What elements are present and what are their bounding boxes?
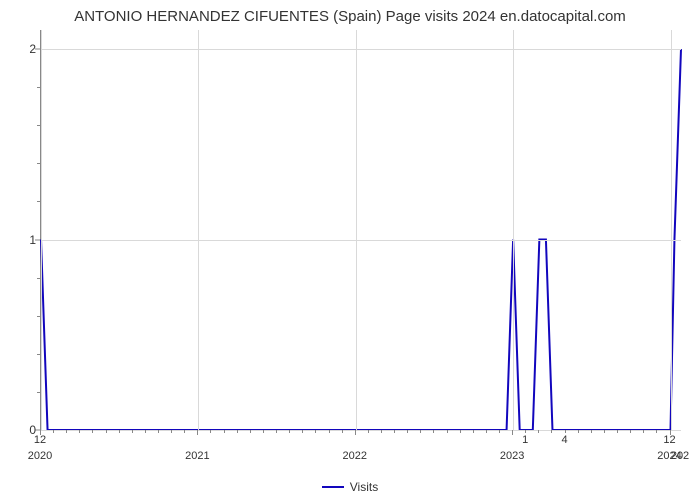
xtick-year-label: 2020: [28, 450, 52, 462]
ytick-label: 2: [16, 42, 36, 56]
ytick-minor: [37, 87, 40, 88]
xtick-minor: [342, 430, 343, 433]
xtick-minor: [447, 430, 448, 433]
xtick-minor: [224, 430, 225, 433]
gridline-v: [41, 30, 42, 430]
gridline-v: [356, 30, 357, 430]
xtick-minor: [433, 430, 434, 433]
xtick-minor: [525, 430, 526, 433]
xtick-minor: [158, 430, 159, 433]
xtick-minor: [538, 430, 539, 433]
xtick-minor: [420, 430, 421, 433]
xtick-minor: [578, 430, 579, 433]
xtick-minor: [53, 430, 54, 433]
xtick-year-label: 2021: [185, 450, 209, 462]
xtick-minor: [250, 430, 251, 433]
legend-label: Visits: [350, 480, 378, 494]
xtick-minor: [315, 430, 316, 433]
xtick-value-label: 12: [663, 434, 675, 446]
gridline-v: [513, 30, 514, 430]
gridline-v: [198, 30, 199, 430]
xtick-value-label: 1: [522, 434, 528, 446]
xtick-minor: [591, 430, 592, 433]
xtick-minor: [643, 430, 644, 433]
xtick-mark: [512, 430, 513, 435]
gridline-h: [41, 240, 681, 241]
ytick-minor: [37, 354, 40, 355]
plot-area: [40, 30, 681, 431]
xtick-minor: [106, 430, 107, 433]
gridline-h: [41, 430, 681, 431]
chart-container: ANTONIO HERNANDEZ CIFUENTES (Spain) Page…: [0, 0, 700, 500]
gridline-h: [41, 49, 681, 50]
xtick-minor: [302, 430, 303, 433]
gridline-v: [671, 30, 672, 430]
xtick-minor: [66, 430, 67, 433]
ytick-minor: [37, 201, 40, 202]
xtick-minor: [329, 430, 330, 433]
ytick-minor: [37, 163, 40, 164]
ytick-minor: [37, 316, 40, 317]
xtick-minor: [79, 430, 80, 433]
xtick-minor: [184, 430, 185, 433]
ytick-minor: [37, 125, 40, 126]
ytick-minor: [37, 392, 40, 393]
line-series: [41, 30, 681, 430]
xtick-mark: [197, 430, 198, 435]
xtick-minor: [237, 430, 238, 433]
xtick-minor: [368, 430, 369, 433]
xtick-mark: [355, 430, 356, 435]
legend: Visits: [0, 479, 700, 494]
xtick-year-label: 2022: [343, 450, 367, 462]
xtick-minor: [630, 430, 631, 433]
xtick-value-label: 12: [34, 434, 46, 446]
xtick-year-label: 202: [671, 450, 689, 462]
xtick-minor: [394, 430, 395, 433]
xtick-minor: [460, 430, 461, 433]
xtick-minor: [499, 430, 500, 433]
xtick-minor: [171, 430, 172, 433]
ytick-minor: [37, 278, 40, 279]
xtick-minor: [407, 430, 408, 433]
xtick-minor: [289, 430, 290, 433]
xtick-minor: [263, 430, 264, 433]
xtick-minor: [473, 430, 474, 433]
xtick-minor: [617, 430, 618, 433]
xtick-minor: [381, 430, 382, 433]
chart-title: ANTONIO HERNANDEZ CIFUENTES (Spain) Page…: [0, 8, 700, 25]
xtick-minor: [565, 430, 566, 433]
ytick-label: 1: [16, 233, 36, 247]
xtick-minor: [119, 430, 120, 433]
xtick-minor: [132, 430, 133, 433]
xtick-value-label: 4: [562, 434, 568, 446]
xtick-minor: [604, 430, 605, 433]
legend-swatch: [322, 486, 344, 488]
xtick-minor: [486, 430, 487, 433]
xtick-minor: [210, 430, 211, 433]
xtick-minor: [92, 430, 93, 433]
xtick-minor: [145, 430, 146, 433]
xtick-minor: [551, 430, 552, 433]
xtick-year-label: 2023: [500, 450, 524, 462]
xtick-minor: [656, 430, 657, 433]
xtick-minor: [276, 430, 277, 433]
